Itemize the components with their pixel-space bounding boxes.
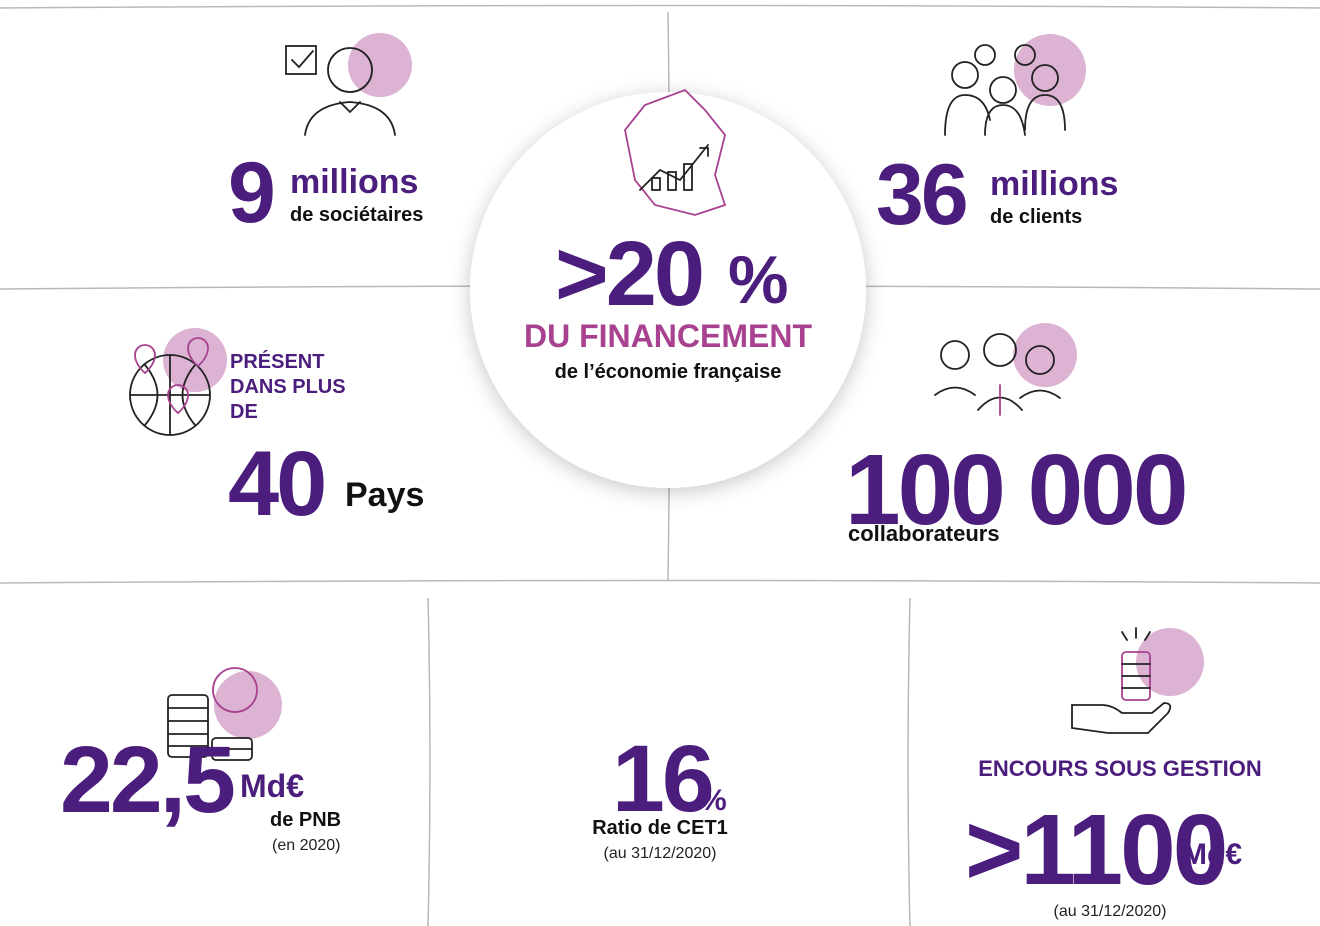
france-icon bbox=[624, 88, 727, 216]
team-icon bbox=[934, 333, 1061, 416]
stat-heading: ENCOURS SOUS GESTION bbox=[978, 756, 1262, 781]
chart-icon bbox=[639, 144, 709, 191]
stat-label: de sociétaires bbox=[290, 204, 424, 226]
icon-accents bbox=[163, 33, 1204, 739]
stat-unit: % bbox=[700, 784, 727, 817]
stat-unit: millions bbox=[990, 165, 1119, 203]
stat-number: 22,5 bbox=[60, 727, 236, 833]
globe-icon bbox=[129, 337, 211, 436]
stat-number: >1100 bbox=[965, 794, 1228, 906]
person-icon bbox=[285, 45, 396, 136]
stat-number: 36 bbox=[876, 147, 969, 243]
stat-number: 40 bbox=[228, 433, 327, 535]
stat-label: Ratio de CET1 bbox=[592, 817, 728, 839]
divider bbox=[0, 4, 1320, 9]
stat-note: (au 31/12/2020) bbox=[603, 845, 717, 862]
stat-number: 100 000 bbox=[845, 434, 1188, 546]
stat-unit: Pays bbox=[345, 476, 425, 514]
stat-note: (au 31/12/2020) bbox=[1053, 903, 1167, 920]
stat-unit: Md€ bbox=[240, 768, 304, 804]
divider bbox=[0, 579, 1320, 584]
stat-unit: % bbox=[728, 242, 789, 318]
stat-label: de l’économie française bbox=[554, 361, 782, 383]
coins-icon bbox=[167, 667, 258, 761]
icons bbox=[129, 44, 1172, 761]
stat-label: collaborateurs bbox=[848, 521, 1000, 546]
stat-number: >20 bbox=[555, 223, 705, 325]
stat-note: (en 2020) bbox=[272, 837, 341, 854]
stat-number: 9 bbox=[228, 145, 276, 241]
divider bbox=[907, 597, 911, 926]
stat-label: de clients bbox=[990, 206, 1083, 228]
stat-heading: PRÉSENT DANS PLUS DE bbox=[230, 351, 346, 423]
center-circle bbox=[470, 92, 866, 488]
dividers bbox=[0, 4, 1320, 926]
stat-unit: millions bbox=[290, 163, 419, 201]
divider bbox=[427, 597, 431, 926]
hand-icon bbox=[1071, 627, 1172, 734]
stat-headline: DU FINANCEMENT bbox=[524, 318, 812, 354]
stat-unit: Md€ bbox=[1182, 838, 1242, 871]
stat-label: de PNB bbox=[270, 809, 342, 831]
stat-number: 16 bbox=[612, 726, 715, 832]
group-icon bbox=[944, 44, 1066, 136]
